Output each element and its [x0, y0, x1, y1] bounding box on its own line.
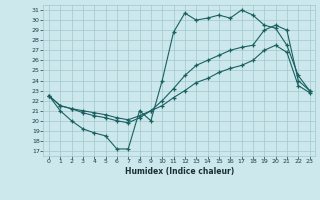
X-axis label: Humidex (Indice chaleur): Humidex (Indice chaleur) [124, 167, 234, 176]
